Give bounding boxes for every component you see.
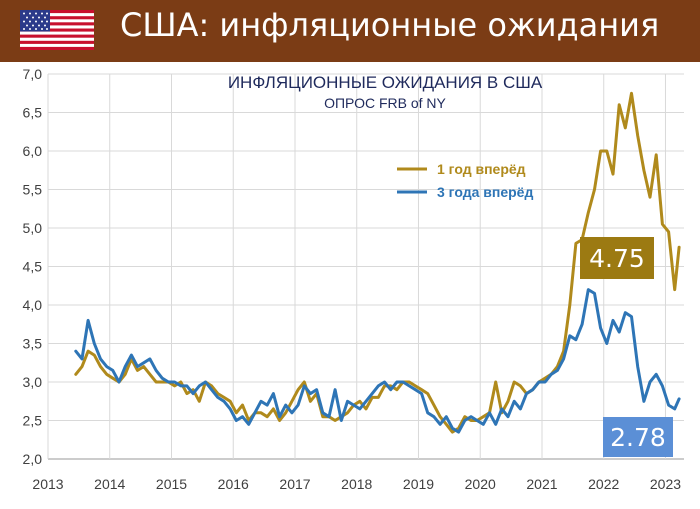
chart-title: ИНФЛЯЦИОННЫЕ ОЖИДАНИЯ В США	[228, 73, 543, 92]
badge-1y-value: 4.75	[589, 244, 645, 273]
y-tick-label: 5,0	[23, 220, 43, 236]
x-tick-label: 2013	[32, 476, 63, 492]
y-tick-label: 5,5	[23, 182, 43, 198]
y-tick-label: 6,5	[23, 105, 43, 121]
banner-title: США: инфляционные ожидания	[120, 6, 660, 44]
x-tick-label: 2017	[279, 476, 310, 492]
x-tick-label: 2023	[650, 476, 681, 492]
legend: 1 год вперёд 3 года вперёд	[397, 161, 533, 200]
chart-subtitle: ОПРОС FRB of NY	[324, 95, 446, 111]
flag-stripes	[20, 10, 94, 50]
badge-1y-box	[580, 237, 654, 279]
badge-1y: 4.75	[580, 237, 654, 279]
header-banner: США: инфляционные ожидания	[0, 0, 700, 60]
us-flag-icon	[20, 10, 94, 50]
y-tick-label: 2,5	[23, 413, 43, 429]
x-tick-label: 2015	[156, 476, 187, 492]
x-axis-ticks: 2013 2014 2015 2016 2017 2018 2019 2020 2021 2022…	[32, 476, 681, 492]
x-tick-label: 2019	[403, 476, 434, 492]
badge-3y-box	[603, 417, 673, 457]
series-line-3y	[74, 288, 681, 434]
x-tick-label: 2021	[526, 476, 557, 492]
x-tick-label: 2020	[465, 476, 496, 492]
y-tick-label: 3,0	[23, 374, 43, 390]
y-axis-ticks: 2,0 2,5 3,0 3,5 4,0 4,5 5,0 5,5 6,0 6,5 7,0	[23, 66, 43, 467]
inflation-expectations-chart: 2,02,53,03,54,04,55,05,56,06,57,0 2013 20…	[23, 66, 684, 492]
x-tick-label: 2018	[341, 476, 372, 492]
y-tick-label: 7,0	[23, 66, 43, 82]
x-tick-label: 2022	[588, 476, 619, 492]
badge-3y-value: 2.78	[610, 423, 666, 452]
flag-stars	[23, 12, 48, 30]
y-tick-label: 6,0	[23, 143, 43, 159]
x-tick-label: 2016	[218, 476, 249, 492]
y-tick-label: 4,5	[23, 259, 43, 275]
badge-3y: 2.78	[603, 417, 673, 457]
y-tick-label: 4,0	[23, 297, 43, 313]
chart-panel: 2,0 2,5 3,0 3,5 4,0 4,5 5,0 5,5 6,0 6,5 7,0 2013 20…	[0, 62, 700, 509]
x-tick-label: 2014	[94, 476, 125, 492]
y-tick-label: 2,0	[23, 451, 43, 467]
legend-label-3y: 3 года вперёд	[437, 184, 533, 200]
y-tick-label: 3,5	[23, 336, 43, 352]
legend-label-1y: 1 год вперёд	[437, 161, 526, 177]
